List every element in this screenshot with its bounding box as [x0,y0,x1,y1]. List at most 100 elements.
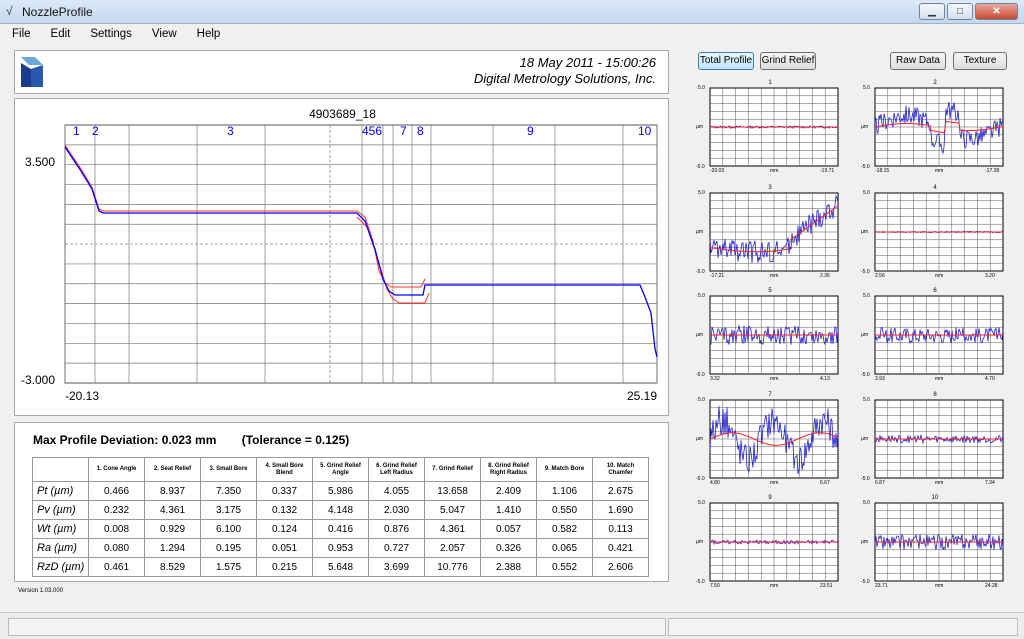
mini-x-min: -17.21 [710,273,725,279]
maximize-button[interactable]: □ [947,3,973,20]
status-pane-left [8,618,666,636]
x-axis-min-label: -20.13 [65,389,100,403]
mini-y-unit: µm [861,436,869,442]
mini-plot-title: 10 [931,495,939,501]
zone-label-2: 2 [92,124,99,138]
table-cell: 0.929 [144,519,201,539]
mini-plot-title: 8 [933,392,937,398]
table-cell: 6.100 [200,519,257,539]
mini-plot-title: 5 [768,288,772,294]
mini-y-unit: µm [696,539,704,545]
tolerance-text: (Tolerance = 0.125) [241,433,350,447]
table-header-row: 1. Cone Angle 2. Seat Relief 3. Small Bo… [32,457,649,482]
table-cell: 0.113 [592,519,649,539]
mini-x-max: 23.51 [820,583,833,589]
roughness-plot-6[interactable]: 6 5.0 µm -5.0 3.93 mm 4.70 [845,288,1005,388]
raw-data-button[interactable]: Raw Data [890,52,946,70]
table-cell: 1.410 [480,500,537,520]
mini-y-unit: µm [696,124,704,130]
zone-label-9: 9 [527,124,534,138]
roughness-plot-1[interactable]: 1 5.0 µm -5.0 -20.03 mm -19.71 [680,80,840,180]
roughness-plot-9[interactable]: 9 5.0 µm -5.0 7.50 mm 23.51 [680,495,840,595]
mini-x-unit: mm [770,168,779,174]
roughness-plot-7[interactable]: 7 5.0 µm -5.0 4.80 mm 6.67 [680,392,840,492]
table-cell: 0.953 [312,538,369,558]
mini-y-unit: µm [861,332,869,338]
table-cell: 0.080 [88,538,145,558]
column-header: 10. Match Chamfer [592,457,649,482]
mini-plot-title: 2 [933,80,937,86]
table-cell: 0.876 [368,519,425,539]
menu-edit[interactable]: Edit [50,28,71,40]
mini-x-max: 6.67 [820,480,830,486]
table-cell: 0.124 [256,519,313,539]
window-title: NozzleProfile [22,5,93,19]
mini-y-top: 5.0 [698,190,705,196]
mini-x-unit: mm [935,168,944,174]
mini-x-max: 2.36 [820,273,830,279]
mini-x-unit: mm [935,480,944,486]
tolerance-upper-curve [64,144,426,288]
menu-help[interactable]: Help [196,28,221,40]
y-axis-min-label: -3.000 [21,373,56,387]
menu-file[interactable]: File [12,28,31,40]
mini-y-top: 5.0 [863,293,870,299]
roughness-plot-10[interactable]: 10 5.0 µm -5.0 23.71 mm 24.28 [845,495,1005,595]
table-row: Pt (µm) 0.466 8.937 7.350 0.337 5.986 4.055 13.… [32,481,649,501]
mini-x-max: 3.20 [985,273,995,279]
mini-y-bottom: -5.0 [696,372,705,378]
table-cell: 8.937 [144,481,201,501]
y-axis-max-label: 3.500 [25,155,56,169]
close-button[interactable]: ✕ [975,3,1018,20]
table-cell: 0.337 [256,481,313,501]
roughness-plot-5[interactable]: 5 5.0 µm -5.0 3.32 mm 4.13 [680,288,840,388]
mini-x-max: -17.28 [985,168,1000,174]
table-cell: 2.409 [480,481,537,501]
column-header: 4. Small Bore Blend [256,457,313,482]
table-cell: 0.416 [312,519,369,539]
column-header: 7. Grind Relief [424,457,481,482]
total-profile-button[interactable]: Total Profile [698,52,754,70]
column-header: 3. Small Bore [200,457,257,482]
menu-view[interactable]: View [151,28,177,40]
table-cell: 1.690 [592,500,649,520]
mini-x-max: 4.13 [820,376,830,382]
mini-y-bottom: -5.0 [861,476,870,482]
mini-plot-title: 7 [768,392,772,398]
mini-x-min: 6.87 [875,480,885,486]
row-label: Pt (µm) [32,481,89,501]
mini-y-top: 5.0 [698,293,705,299]
mini-x-max: -19.71 [820,168,835,174]
table-cell: 3.175 [200,500,257,520]
app-icon: √ [6,4,13,18]
table-row: Pv (µm) 0.232 4.361 3.175 0.132 4.148 2.030 5.0… [32,500,649,520]
mini-plot-title: 9 [768,495,772,501]
roughness-plot-2[interactable]: 2 5.0 µm -5.0 -18.15 mm -17.28 [845,80,1005,180]
roughness-plot-4[interactable]: 4 5.0 µm -5.0 2.56 mm 3.20 [845,185,1005,285]
results-table: 1. Cone Angle 2. Seat Relief 3. Small Bo… [32,457,649,577]
grind-relief-button[interactable]: Grind Relief [760,52,816,70]
table-row: Wt (µm) 0.008 0.929 6.100 0.124 0.416 0.876 4.3… [32,519,649,539]
mini-plot-title: 1 [768,80,772,86]
zone-label-8: 8 [417,124,424,138]
table-cell: 3.699 [368,557,425,577]
mini-x-max: 24.28 [985,583,998,589]
table-cell: 0.195 [200,538,257,558]
roughness-plot-8[interactable]: 8 5.0 µm -5.0 6.87 mm 7.34 [845,392,1005,492]
version-label: Version 1.03.000 [18,588,64,594]
row-label: Ra (µm) [32,538,89,558]
table-corner [32,457,89,482]
column-header: 1. Cone Angle [88,457,145,482]
table-cell: 0.552 [536,557,593,577]
table-cell: 0.065 [536,538,593,558]
texture-button[interactable]: Texture [953,52,1007,70]
column-header: 8. Grind Relief Right Radius [480,457,537,482]
zone-label-1: 1 [73,124,80,138]
menu-settings[interactable]: Settings [90,28,132,40]
company-logo [21,57,43,87]
table-row: Ra (µm) 0.080 1.294 0.195 0.051 0.953 0.727 2.0… [32,538,649,558]
mini-y-top: 5.0 [698,500,705,506]
minimize-button[interactable]: ▁ [919,3,945,20]
table-cell: 0.582 [536,519,593,539]
roughness-plot-3[interactable]: 3 5.0 µm -5.0 -17.21 mm 2.36 [680,185,840,285]
